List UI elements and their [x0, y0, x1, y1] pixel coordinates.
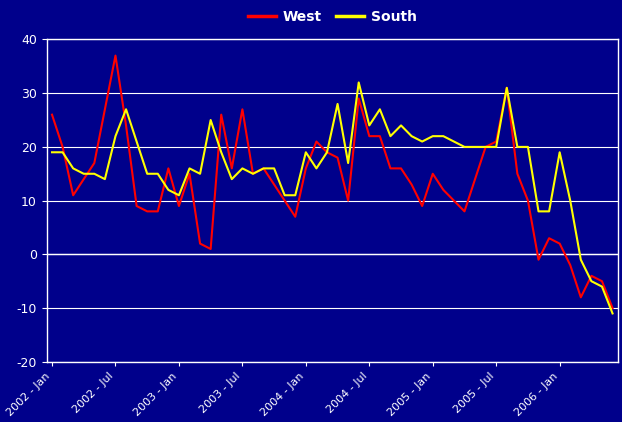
South	[387, 134, 394, 139]
South	[397, 123, 405, 128]
Line: South: South	[52, 82, 613, 314]
West	[271, 182, 278, 187]
West	[112, 53, 119, 58]
Legend: West, South: West, South	[243, 5, 422, 30]
South	[366, 123, 373, 128]
Line: West: West	[52, 56, 613, 308]
South	[144, 171, 151, 176]
West	[397, 166, 405, 171]
West	[154, 209, 162, 214]
South	[609, 311, 616, 316]
South	[260, 166, 267, 171]
West	[49, 112, 56, 117]
West	[387, 166, 394, 171]
South	[49, 150, 56, 155]
South	[440, 134, 447, 139]
West	[440, 187, 447, 192]
West	[609, 306, 616, 311]
West	[366, 134, 373, 139]
South	[355, 80, 363, 85]
